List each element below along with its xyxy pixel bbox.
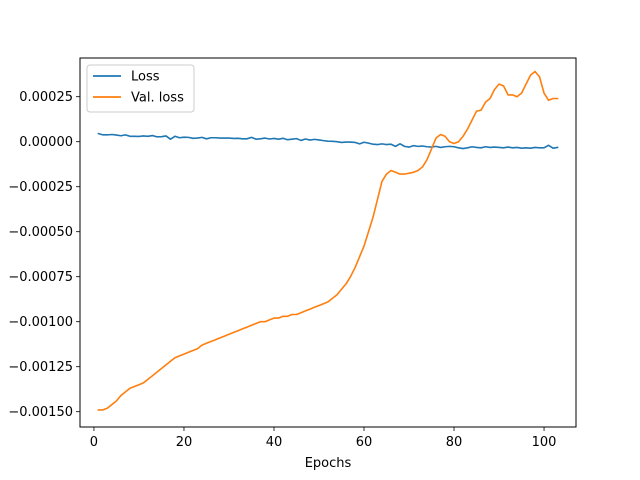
series-line-val-loss (97, 70, 559, 411)
axes-frame (79, 57, 577, 428)
x-axis-label: Epochs (305, 456, 352, 471)
y-tick-label: 0.00000 (19, 135, 73, 150)
x-tick-label: 40 (266, 435, 283, 450)
y-tick-label: 0.00025 (19, 90, 73, 105)
y-tick-label: −0.00100 (8, 315, 73, 330)
series-line-loss (97, 132, 559, 150)
y-tick-label: −0.00075 (8, 270, 73, 285)
x-tick-label: 60 (356, 435, 373, 450)
plot-area (97, 70, 559, 411)
y-tick-label: −0.00125 (8, 360, 73, 375)
x-axis: 0 20 40 60 80 100 (90, 427, 557, 450)
x-tick-label: 80 (446, 435, 463, 450)
x-tick-label: 0 (90, 435, 98, 450)
y-tick-label: −0.00025 (8, 180, 73, 195)
legend-label-val-loss: Val. loss (131, 91, 184, 106)
x-tick-label: 100 (532, 435, 557, 450)
x-tick-label: 20 (176, 435, 193, 450)
y-axis: −0.00150 −0.00125 −0.00100 −0.00075 −0.00050… (8, 90, 80, 420)
legend: Loss Val. loss (86, 64, 195, 113)
legend-label-loss: Loss (131, 70, 160, 85)
y-tick-label: −0.00050 (8, 225, 73, 240)
y-tick-label: −0.00150 (8, 405, 73, 420)
